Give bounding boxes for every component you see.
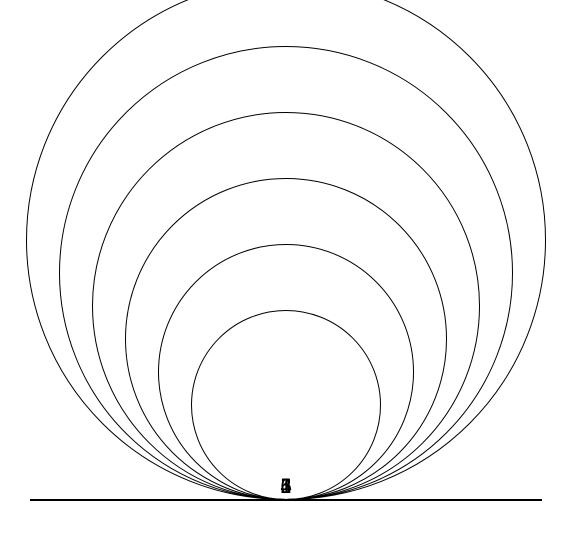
ground-line [30,499,542,501]
concentric-circles-diagram: 123456 [0,0,572,552]
circle-6 [26,0,546,500]
ring-label-6: 6 [281,475,292,497]
